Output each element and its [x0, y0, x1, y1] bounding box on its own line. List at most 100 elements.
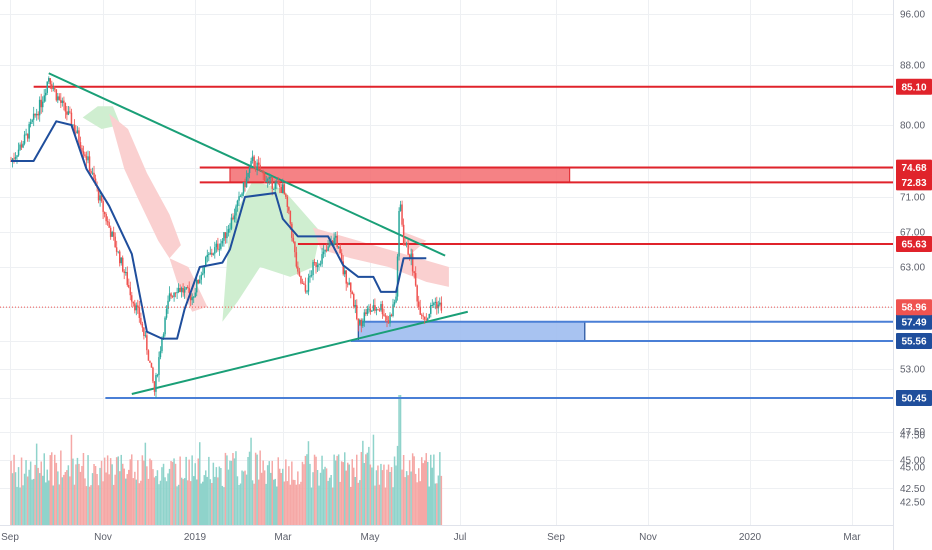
- resistance-level-label-bg: [896, 159, 932, 176]
- volume-bar: [212, 462, 215, 525]
- time-tick-label: Sep: [1, 532, 19, 543]
- candle-body: [61, 100, 64, 103]
- candle-body: [129, 287, 131, 296]
- volume-bar: [189, 481, 192, 525]
- volume-bar: [191, 455, 193, 525]
- candle-body: [350, 282, 352, 292]
- volume-bar: [410, 471, 412, 525]
- volume-bar: [135, 479, 138, 525]
- candle-body: [301, 283, 304, 284]
- volume-bar: [211, 483, 213, 525]
- candle-body: [325, 249, 328, 251]
- volume-bar: [262, 460, 264, 525]
- candle-body: [205, 257, 207, 267]
- volume-bar: [256, 454, 258, 525]
- candle-body: [318, 264, 320, 265]
- candle-body: [109, 227, 112, 237]
- candle-body: [14, 157, 17, 159]
- volume-bar: [129, 459, 131, 525]
- volume-bar: [366, 452, 369, 525]
- candle-body: [348, 282, 350, 285]
- volume-bar: [233, 458, 236, 525]
- volume-bar: [337, 454, 340, 525]
- candlesticks: [10, 76, 443, 398]
- price-level-labels: 85.10 74.68 72.83 65.63 57.49 55.56 50.45 58.96: [896, 78, 932, 406]
- volume-bar: [369, 464, 372, 525]
- volume-bar: [402, 455, 405, 525]
- candle-body: [165, 309, 168, 318]
- candle-body: [239, 196, 242, 197]
- candle-body: [263, 173, 266, 182]
- cloud-bullish: [222, 181, 321, 322]
- volume-bar: [108, 474, 110, 525]
- candle-body: [428, 314, 430, 319]
- volume-bar: [117, 456, 119, 525]
- candle-body: [408, 254, 411, 259]
- time-tick-label: Nov: [639, 532, 657, 543]
- volume-bar: [327, 480, 329, 525]
- candle-body: [20, 144, 23, 148]
- volume-bar: [200, 483, 202, 525]
- candle-body: [359, 319, 361, 325]
- candle-body: [268, 177, 270, 179]
- candle-body: [164, 317, 166, 335]
- volume-bar: [430, 454, 432, 525]
- volume-bar: [280, 473, 282, 525]
- candle-body: [70, 112, 73, 125]
- candle-body: [135, 305, 138, 311]
- volume-bar: [60, 450, 62, 525]
- volume-bar: [348, 464, 350, 525]
- volume-bar: [49, 455, 51, 525]
- volume-bar: [241, 470, 243, 525]
- candle-body: [84, 154, 86, 157]
- candle-body: [45, 92, 47, 96]
- volume-bar: [306, 454, 308, 525]
- cloud-bearish: [403, 232, 427, 254]
- volume-bar: [42, 475, 44, 525]
- volume-bar: [84, 478, 86, 525]
- volume-bar: [73, 484, 76, 525]
- volume-bar: [64, 472, 67, 525]
- candle-body: [399, 204, 402, 211]
- volume-histogram: [10, 395, 443, 525]
- volume-bar: [123, 468, 125, 525]
- volume-bar: [51, 452, 53, 525]
- price-axis[interactable]: 96.00 88.00 80.00 71.00 67.00 63.00 53.00 47.50…: [900, 10, 925, 509]
- candle-body: [220, 243, 222, 249]
- candle-body: [223, 232, 225, 241]
- volume-bar: [11, 473, 14, 525]
- volume-bar: [144, 442, 147, 525]
- volume-bar: [94, 466, 97, 525]
- candle-body: [331, 240, 334, 245]
- candle-body: [277, 182, 279, 184]
- candle-body: [119, 251, 121, 264]
- candle-body: [221, 240, 224, 244]
- candle-body: [199, 279, 201, 284]
- volume-bar: [162, 463, 165, 525]
- candle-body: [336, 235, 338, 247]
- support-level-label-bg: [896, 390, 932, 406]
- candle-body: [67, 111, 70, 115]
- candle-body: [158, 357, 160, 375]
- candle-body: [22, 143, 24, 148]
- volume-bar: [194, 463, 196, 525]
- candle-body: [347, 283, 349, 285]
- volume-bar: [26, 476, 29, 525]
- volume-bar: [316, 470, 319, 525]
- candle-body: [46, 81, 48, 93]
- volume-bar: [319, 472, 322, 525]
- volume-bar: [52, 485, 54, 525]
- volume-bar: [85, 486, 88, 525]
- volume-bar: [381, 470, 384, 525]
- volume-bar: [384, 487, 387, 525]
- candle-body: [271, 176, 273, 189]
- volume-bar: [186, 480, 189, 525]
- time-axis[interactable]: Sep Nov 2019 Mar May Jul Sep Nov 2020 Mar: [1, 532, 861, 543]
- candle-body: [292, 237, 295, 242]
- volume-bar: [372, 434, 375, 525]
- volume-bar: [125, 478, 127, 525]
- candle-body: [102, 201, 104, 212]
- candle-body: [340, 253, 343, 262]
- volume-bar: [266, 465, 269, 525]
